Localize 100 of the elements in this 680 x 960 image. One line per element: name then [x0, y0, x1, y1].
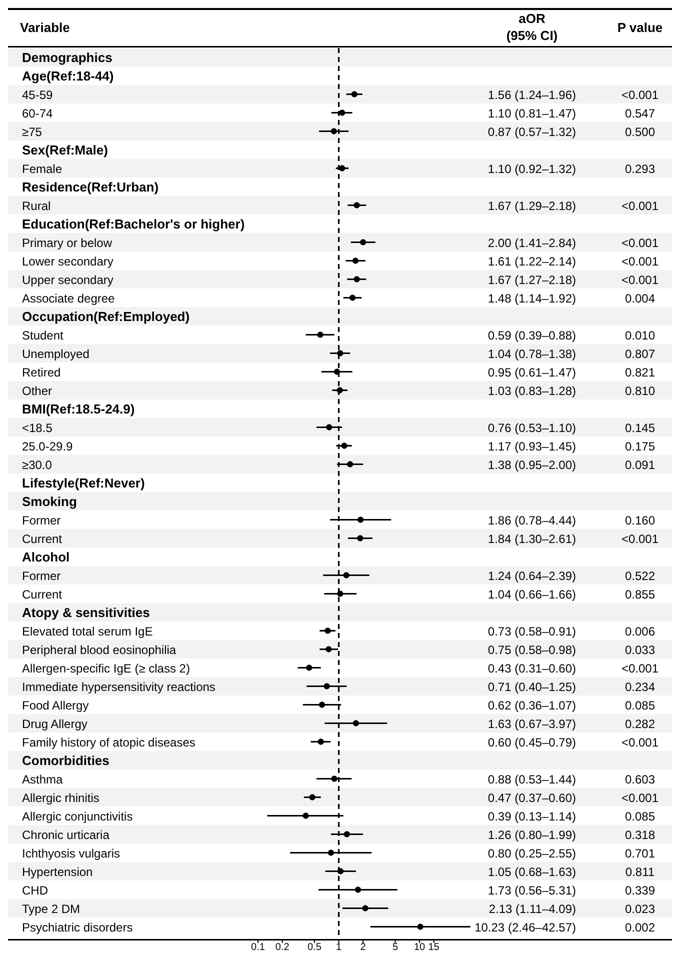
- y-tick-label: Allergen-specific IgE (≥ class 2): [22, 661, 190, 676]
- y-tick-label: Allergic conjunctivitis: [22, 809, 133, 824]
- y-tick-label: Current: [22, 587, 63, 602]
- text: 0.002: [624, 920, 656, 934]
- text: 0.175: [624, 439, 656, 454]
- data-label: 0.47 (0.37–0.60): [488, 790, 576, 805]
- text: 0.293: [624, 162, 656, 176]
- text: 0.033: [624, 642, 656, 657]
- y-tick-label: Immediate hypersensitivity reactions: [22, 680, 216, 694]
- data-label: 0.71 (0.40–1.25): [488, 680, 576, 694]
- y-tick-label: Elevated total serum IgE: [22, 624, 153, 638]
- y-tick-label: Former: [22, 568, 61, 583]
- y-tick-label: Residence(Ref:Urban): [22, 179, 159, 194]
- y-tick-label: Chronic urticaria: [22, 828, 110, 842]
- text: <0.001: [621, 88, 659, 102]
- y-tick-label: Student: [22, 328, 64, 342]
- y-tick-label: BMI(Ref:18.5-24.9): [22, 401, 135, 416]
- text: P value: [617, 20, 663, 35]
- text: 0.603: [624, 772, 656, 786]
- text: 0.006: [624, 624, 656, 638]
- text: 0.807: [624, 346, 656, 361]
- data-label: 2.00 (1.41–2.84): [488, 236, 576, 250]
- data-label: 1.24 (0.64–2.39): [488, 568, 576, 583]
- y-tick-label: Lower secondary: [22, 254, 114, 268]
- x-tick-label: 15: [428, 942, 440, 953]
- y-tick-label: Food Allergy: [22, 698, 89, 712]
- y-tick-label: 60-74: [22, 106, 54, 120]
- text: 0.085: [624, 698, 656, 712]
- data-label: 0.88 (0.53–1.44): [488, 772, 576, 786]
- data-label: 1.38 (0.95–2.00): [488, 458, 576, 472]
- data-label: 1.04 (0.78–1.38): [488, 346, 576, 361]
- y-tick-label: Demographics: [22, 50, 112, 65]
- text: 0.160: [624, 513, 656, 528]
- y-tick-label: Psychiatric disorders: [22, 920, 133, 934]
- text: 0.085: [624, 809, 656, 824]
- text: 0.004: [624, 291, 656, 306]
- y-tick-label: Comorbidities: [22, 752, 110, 768]
- data-label: 1.67 (1.29–2.18): [488, 198, 576, 213]
- y-tick-label: Other: [22, 384, 52, 398]
- y-tick-label: Smoking: [22, 494, 77, 509]
- y-tick-label: Current: [22, 532, 63, 546]
- y-tick-label: ≥75: [22, 124, 42, 139]
- data-label: 10.23 (2.46–42.57): [474, 920, 576, 934]
- text: <0.001: [621, 735, 659, 750]
- y-tick-label: Atopy & sensitivities: [22, 604, 150, 620]
- y-tick-label: Family history of atopic diseases: [22, 735, 196, 750]
- x-tick-label: 0.2: [275, 942, 290, 953]
- data-label: 1.56 (1.24–1.96): [488, 88, 576, 102]
- data-label: 0.80 (0.25–2.55): [488, 846, 576, 860]
- data-label: 0.76 (0.53–1.10): [488, 420, 576, 435]
- x-tick-label: 10: [414, 942, 426, 953]
- data-label: 1.73 (0.56–5.31): [488, 883, 576, 898]
- text: 0.701: [624, 846, 656, 860]
- y-tick-label: Occupation(Ref:Employed): [22, 308, 190, 324]
- text: 0.500: [624, 124, 656, 139]
- text: 0.855: [624, 587, 656, 602]
- text: 0.339: [624, 883, 656, 898]
- text: <0.001: [621, 790, 659, 805]
- y-tick-label: Former: [22, 513, 61, 528]
- data-label: 1.26 (0.80–1.99): [488, 828, 576, 842]
- text: <0.001: [621, 198, 659, 213]
- y-tick-label: Allergic rhinitis: [22, 790, 100, 805]
- y-tick-label: Drug Allergy: [22, 716, 88, 731]
- text: <0.001: [621, 661, 659, 676]
- text: 0.810: [624, 384, 656, 398]
- data-label: 2.13 (1.11–4.09): [488, 902, 576, 916]
- data-label: 1.05 (0.68–1.63): [488, 864, 576, 879]
- text: <0.001: [621, 236, 659, 250]
- x-tick-label: 5: [392, 942, 398, 953]
- y-tick-label: Ichthyosis vulgaris: [22, 846, 120, 860]
- y-tick-label: Education(Ref:Bachelor's or higher): [22, 216, 245, 232]
- text: 0.811: [625, 864, 655, 879]
- text: 0.821: [624, 365, 656, 380]
- y-tick-label: Associate degree: [22, 291, 116, 306]
- data-label: 1.10 (0.92–1.32): [488, 162, 576, 176]
- x-tick-label: 1: [336, 942, 342, 953]
- text: 0.318: [624, 828, 656, 842]
- y-tick-label: CHD: [22, 883, 48, 898]
- x-tick-label: 2: [360, 942, 366, 953]
- y-tick-label: ≥30.0: [22, 458, 52, 472]
- data-label: 0.59 (0.39–0.88): [488, 328, 576, 342]
- y-tick-label: Hypertension: [22, 864, 93, 879]
- y-tick-label: Alcohol: [22, 549, 70, 564]
- y-tick-label: Asthma: [22, 772, 64, 786]
- y-tick-label: Unemployed: [22, 346, 90, 361]
- data-label: 1.03 (0.83–1.28): [488, 384, 576, 398]
- y-tick-label: 45-59: [22, 88, 54, 102]
- y-tick-label: Rural: [22, 198, 51, 213]
- y-tick-label: Lifestyle(Ref:Never): [22, 475, 145, 490]
- data-label: 1.04 (0.66–1.66): [488, 587, 576, 602]
- y-tick-label: Female: [22, 162, 62, 176]
- text: 0.234: [624, 680, 656, 694]
- x-tick-label: 0.1: [251, 942, 266, 953]
- y-tick-label: 25.0-29.9: [22, 439, 74, 454]
- data-label: 0.60 (0.45–0.79): [488, 735, 576, 750]
- text: 0.091: [624, 458, 656, 472]
- text: 0.282: [624, 716, 656, 731]
- data-label: 1.86 (0.78–4.44): [488, 513, 576, 528]
- text: 0.522: [624, 568, 656, 583]
- y-tick-label: Upper secondary: [22, 272, 114, 287]
